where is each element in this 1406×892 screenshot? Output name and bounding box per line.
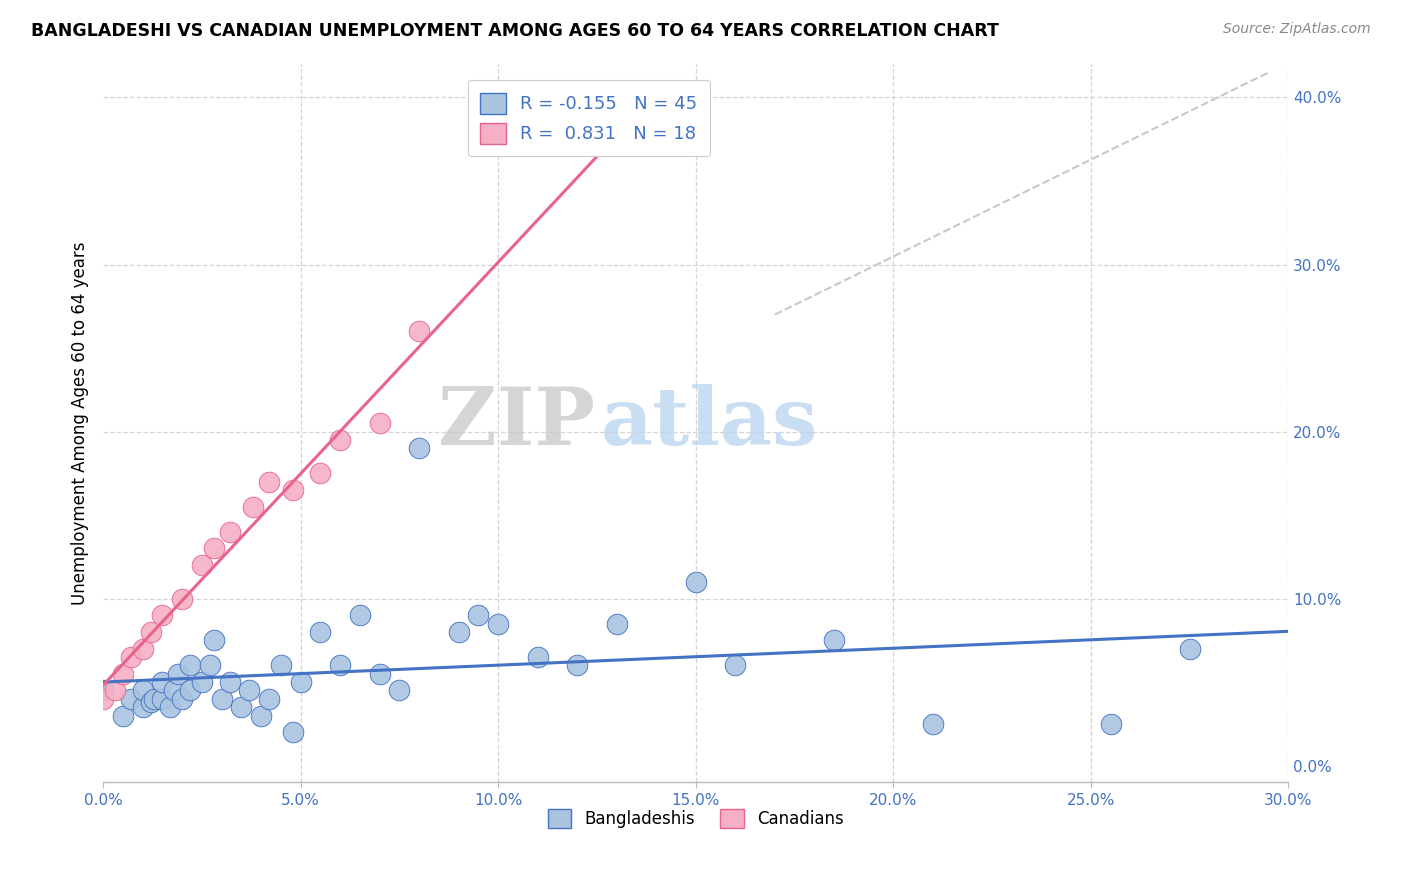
Y-axis label: Unemployment Among Ages 60 to 64 years: Unemployment Among Ages 60 to 64 years <box>72 242 89 605</box>
Point <box>120 650 142 665</box>
Point <box>724 658 747 673</box>
Point <box>329 433 352 447</box>
Text: Source: ZipAtlas.com: Source: ZipAtlas.com <box>1223 22 1371 37</box>
Point <box>152 608 174 623</box>
Point <box>152 675 174 690</box>
Point <box>111 666 134 681</box>
Point <box>242 500 264 514</box>
Point <box>1099 717 1122 731</box>
Point <box>191 675 214 690</box>
Point <box>238 683 260 698</box>
Text: BANGLADESHI VS CANADIAN UNEMPLOYMENT AMONG AGES 60 TO 64 YEARS CORRELATION CHART: BANGLADESHI VS CANADIAN UNEMPLOYMENT AMO… <box>31 22 998 40</box>
Point <box>139 695 162 709</box>
Point <box>191 558 214 573</box>
Point <box>257 691 280 706</box>
Point <box>104 683 127 698</box>
Point <box>202 541 225 556</box>
Point <box>388 683 411 698</box>
Point <box>143 691 166 706</box>
Point <box>270 658 292 673</box>
Point <box>368 666 391 681</box>
Point <box>823 633 845 648</box>
Point <box>486 616 509 631</box>
Point <box>172 691 194 706</box>
Point <box>163 683 186 698</box>
Point <box>685 574 707 589</box>
Point <box>131 700 153 714</box>
Point <box>131 683 153 698</box>
Point <box>159 700 181 714</box>
Point <box>408 442 430 456</box>
Point <box>329 658 352 673</box>
Point <box>198 658 221 673</box>
Point <box>526 650 548 665</box>
Point <box>1178 641 1201 656</box>
Point <box>139 625 162 640</box>
Point <box>218 524 240 539</box>
Point <box>349 608 371 623</box>
Point <box>447 625 470 640</box>
Point <box>179 683 201 698</box>
Point <box>408 324 430 338</box>
Text: atlas: atlas <box>600 384 818 462</box>
Point <box>91 691 114 706</box>
Point <box>218 675 240 690</box>
Point <box>467 608 489 623</box>
Point <box>257 475 280 489</box>
Point <box>167 666 190 681</box>
Point <box>250 708 273 723</box>
Point <box>202 633 225 648</box>
Point <box>152 691 174 706</box>
Point <box>111 708 134 723</box>
Point <box>211 691 233 706</box>
Point <box>290 675 312 690</box>
Legend: Bangladeshis, Canadians: Bangladeshis, Canadians <box>541 803 851 835</box>
Point <box>179 658 201 673</box>
Point <box>172 591 194 606</box>
Point <box>281 483 304 497</box>
Point <box>606 616 628 631</box>
Point <box>567 658 589 673</box>
Text: ZIP: ZIP <box>439 384 595 462</box>
Point <box>281 725 304 739</box>
Point <box>309 625 332 640</box>
Point <box>921 717 943 731</box>
Point <box>368 416 391 430</box>
Point <box>131 641 153 656</box>
Point <box>231 700 253 714</box>
Point <box>91 683 114 698</box>
Point <box>309 467 332 481</box>
Point <box>120 691 142 706</box>
